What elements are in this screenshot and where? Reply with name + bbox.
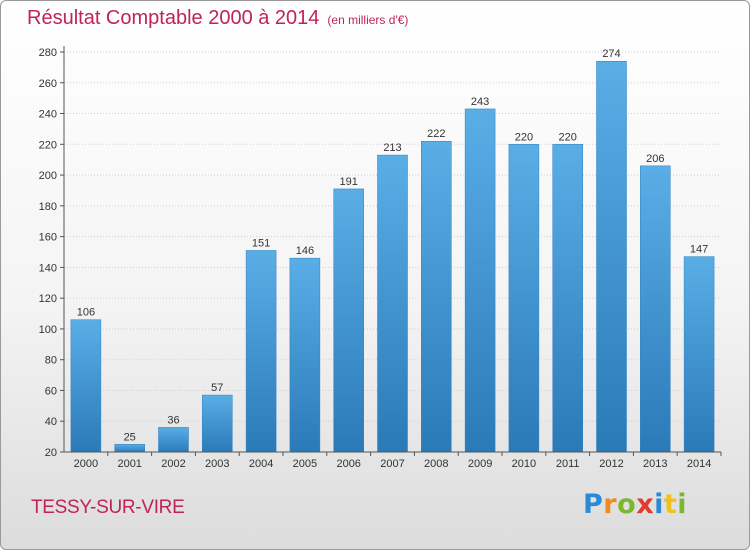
bar-2013 — [640, 165, 671, 453]
bar-2005 — [289, 257, 321, 453]
x-tick-label: 2004 — [249, 458, 273, 470]
proxiti-logo: Proxiti — [583, 489, 687, 520]
data-label-2008: 222 — [427, 128, 445, 140]
data-label-2004: 151 — [252, 237, 270, 249]
bar-2004 — [245, 250, 277, 453]
logo-letter: P — [583, 489, 604, 520]
bar-2000 — [70, 319, 102, 453]
x-tick-label: 2010 — [512, 458, 536, 470]
bar-2012 — [596, 60, 627, 453]
y-axis: 20 40 60 80 100 120 140 160 180 200 220 240 260 280 — [39, 46, 65, 459]
data-label-2009: 243 — [471, 96, 489, 108]
y-tick-label: 240 — [39, 109, 57, 121]
bar-2007 — [377, 154, 408, 453]
y-tick-label: 180 — [39, 201, 57, 213]
bars — [70, 60, 715, 453]
y-tick-label: 220 — [39, 139, 57, 151]
data-label-2003: 57 — [211, 382, 223, 394]
data-labels: 106 25 36 57 151 146 191 213 222 243 220 220 274 206 1… — [77, 48, 709, 443]
x-axis: 2000 2001 2002 2003 2004 2005 2006 2007 2008 2009… — [64, 451, 722, 470]
x-tick-label: 2003 — [205, 458, 229, 470]
x-tick-label: 2007 — [380, 458, 404, 470]
data-label-2002: 36 — [167, 414, 179, 426]
y-tick-label: 20 — [45, 447, 57, 459]
data-label-2014: 147 — [690, 244, 708, 256]
y-tick-label: 40 — [45, 416, 57, 428]
data-label-2006: 191 — [340, 176, 358, 188]
y-tick-label: 100 — [39, 324, 57, 336]
y-tick-label: 200 — [39, 170, 57, 182]
chart-title-text: Résultat Comptable 2000 à 2014 — [27, 7, 320, 29]
x-tick-label: 2006 — [336, 458, 360, 470]
y-tick-label: 60 — [45, 385, 57, 397]
y-tick-label: 80 — [45, 355, 57, 367]
bar-2010 — [508, 144, 540, 453]
chart-title: Résultat Comptable 2000 à 2014 (en millie… — [27, 7, 408, 30]
y-tick-label: 140 — [39, 262, 57, 274]
logo-letter: i — [654, 489, 664, 520]
y-tick-label: 120 — [39, 293, 57, 305]
chart-subtitle: (en milliers d'€) — [327, 13, 409, 27]
data-label-2011: 220 — [559, 131, 577, 143]
bar-2008 — [421, 140, 452, 453]
y-tick-label: 280 — [39, 47, 57, 59]
x-tick-label: 2009 — [468, 458, 492, 470]
bar-2011 — [552, 144, 583, 453]
data-label-2007: 213 — [383, 142, 401, 154]
data-label-2013: 206 — [646, 153, 664, 165]
bar-2002 — [158, 427, 189, 453]
data-label-2000: 106 — [77, 307, 95, 319]
x-tick-label: 2008 — [424, 458, 448, 470]
bar-2014 — [683, 256, 715, 453]
y-tick-label: 260 — [39, 78, 57, 90]
data-label-2010: 220 — [515, 131, 533, 143]
data-label-2012: 274 — [602, 48, 620, 60]
logo-letter: t — [663, 489, 678, 520]
x-tick-label: 2013 — [643, 458, 667, 470]
x-tick-label: 2014 — [687, 458, 711, 470]
x-tick-label: 2001 — [117, 458, 141, 470]
logo-letter: o — [617, 489, 637, 520]
bar-2003 — [202, 394, 233, 453]
data-label-2005: 146 — [296, 245, 314, 257]
logo-letter: x — [636, 489, 655, 520]
bar-2001 — [114, 444, 145, 453]
data-label-2001: 25 — [124, 431, 136, 443]
x-tick-label: 2005 — [293, 458, 317, 470]
x-tick-label: 2000 — [74, 458, 98, 470]
x-tick-label: 2012 — [599, 458, 623, 470]
bar-2006 — [333, 188, 364, 453]
logo-letter: i — [677, 489, 688, 520]
x-tick-label: 2011 — [556, 458, 580, 470]
commune-name: TESSY-SUR-VIRE — [31, 497, 185, 518]
logo-letter: r — [603, 489, 618, 520]
x-tick-label: 2002 — [161, 458, 185, 470]
bar-2009 — [464, 108, 496, 453]
y-tick-label: 160 — [39, 232, 57, 244]
